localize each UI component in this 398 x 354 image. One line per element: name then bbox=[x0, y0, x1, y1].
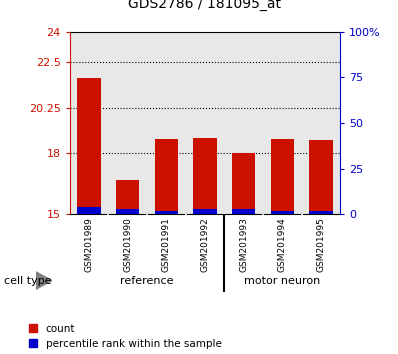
Text: GSM201990: GSM201990 bbox=[123, 217, 132, 272]
Text: GSM201994: GSM201994 bbox=[278, 217, 287, 272]
Bar bbox=[232, 209, 255, 214]
Text: GSM201992: GSM201992 bbox=[201, 217, 209, 272]
Bar bbox=[155, 139, 178, 214]
Text: reference: reference bbox=[120, 275, 174, 286]
Bar bbox=[193, 138, 217, 214]
Bar bbox=[271, 211, 294, 214]
Polygon shape bbox=[36, 272, 52, 289]
Bar bbox=[309, 211, 333, 214]
Text: GSM201995: GSM201995 bbox=[316, 217, 326, 272]
Text: GDS2786 / 181095_at: GDS2786 / 181095_at bbox=[129, 0, 281, 11]
Text: cell type: cell type bbox=[4, 275, 52, 286]
Bar bbox=[116, 209, 139, 214]
Bar bbox=[232, 153, 255, 214]
Text: GSM201993: GSM201993 bbox=[239, 217, 248, 272]
Bar bbox=[193, 209, 217, 214]
Bar bbox=[271, 139, 294, 214]
Bar bbox=[77, 79, 101, 214]
Legend: count, percentile rank within the sample: count, percentile rank within the sample bbox=[29, 324, 222, 349]
Bar bbox=[155, 211, 178, 214]
Bar bbox=[116, 180, 139, 214]
Text: motor neuron: motor neuron bbox=[244, 275, 320, 286]
Text: GSM201989: GSM201989 bbox=[84, 217, 94, 272]
Text: GSM201991: GSM201991 bbox=[162, 217, 171, 272]
Bar bbox=[77, 207, 101, 214]
Bar bbox=[309, 140, 333, 214]
